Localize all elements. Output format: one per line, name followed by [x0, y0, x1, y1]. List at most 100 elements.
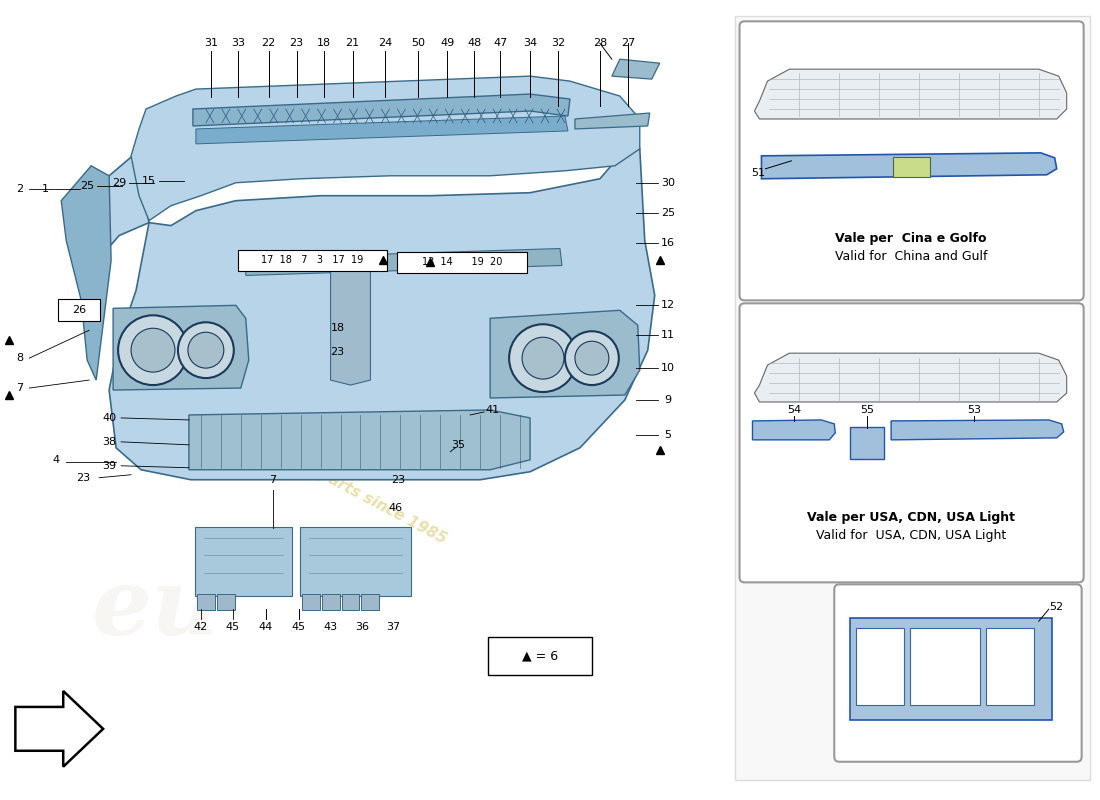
FancyBboxPatch shape — [986, 628, 1034, 705]
Text: 10: 10 — [661, 363, 674, 373]
Text: 1: 1 — [42, 184, 48, 194]
FancyBboxPatch shape — [58, 299, 100, 322]
Text: 11: 11 — [661, 330, 674, 340]
Polygon shape — [575, 113, 650, 129]
Text: 23: 23 — [76, 473, 90, 482]
FancyBboxPatch shape — [217, 594, 234, 610]
Text: 13  14      19  20: 13 14 19 20 — [422, 258, 503, 267]
Polygon shape — [131, 76, 640, 221]
Text: 15: 15 — [142, 176, 156, 186]
FancyBboxPatch shape — [397, 251, 527, 274]
Text: 39: 39 — [102, 461, 117, 470]
Text: 2: 2 — [15, 184, 23, 194]
Text: 42: 42 — [194, 622, 208, 632]
FancyBboxPatch shape — [850, 427, 884, 458]
Circle shape — [575, 342, 609, 375]
Text: 26: 26 — [73, 306, 86, 315]
Text: Valid for  USA, CDN, USA Light: Valid for USA, CDN, USA Light — [816, 529, 1007, 542]
Text: 8: 8 — [15, 353, 23, 363]
Polygon shape — [755, 69, 1067, 119]
Text: 12: 12 — [661, 300, 674, 310]
Text: 5: 5 — [664, 430, 671, 440]
Text: 23: 23 — [289, 38, 304, 48]
FancyBboxPatch shape — [238, 250, 387, 271]
Text: 46: 46 — [388, 502, 403, 513]
Text: Valid for  China and Gulf: Valid for China and Gulf — [835, 250, 988, 263]
Text: eu: eu — [91, 564, 220, 654]
Circle shape — [565, 331, 619, 385]
FancyBboxPatch shape — [362, 594, 380, 610]
FancyBboxPatch shape — [195, 526, 292, 596]
Text: 7: 7 — [15, 383, 23, 393]
FancyBboxPatch shape — [739, 303, 1084, 582]
Text: 23: 23 — [330, 347, 344, 357]
Text: 36: 36 — [355, 622, 370, 632]
Circle shape — [118, 315, 188, 385]
Polygon shape — [15, 691, 103, 766]
Text: 49: 49 — [440, 38, 454, 48]
Circle shape — [522, 338, 564, 379]
FancyBboxPatch shape — [488, 637, 592, 675]
Text: 54: 54 — [788, 405, 802, 415]
Text: 34: 34 — [522, 38, 537, 48]
FancyBboxPatch shape — [735, 16, 1090, 780]
Text: 18: 18 — [317, 38, 331, 48]
Text: 22: 22 — [262, 38, 276, 48]
Text: Vale per USA, CDN, USA Light: Vale per USA, CDN, USA Light — [807, 511, 1015, 524]
Polygon shape — [761, 153, 1057, 178]
Text: ▲ = 6: ▲ = 6 — [522, 650, 558, 662]
Polygon shape — [113, 306, 249, 390]
Text: 40: 40 — [102, 413, 117, 423]
Text: 41: 41 — [485, 405, 499, 415]
Polygon shape — [752, 420, 835, 440]
Text: 9: 9 — [664, 395, 671, 405]
Text: 25: 25 — [661, 208, 674, 218]
Polygon shape — [755, 353, 1067, 402]
Text: 30: 30 — [661, 178, 674, 188]
FancyBboxPatch shape — [910, 628, 980, 705]
Text: 55: 55 — [860, 405, 875, 415]
Text: 21: 21 — [345, 38, 360, 48]
Polygon shape — [196, 116, 568, 144]
Text: 18: 18 — [330, 323, 344, 334]
Polygon shape — [101, 149, 654, 480]
Text: 47: 47 — [493, 38, 507, 48]
Polygon shape — [612, 59, 660, 79]
Text: 33: 33 — [231, 38, 245, 48]
Text: 24: 24 — [378, 38, 393, 48]
Text: 51: 51 — [751, 168, 766, 178]
Text: 16: 16 — [661, 238, 674, 247]
Text: 4: 4 — [53, 454, 59, 465]
FancyBboxPatch shape — [856, 628, 904, 705]
Text: 48: 48 — [468, 38, 482, 48]
Text: 52: 52 — [1049, 602, 1064, 612]
Text: 27: 27 — [620, 38, 635, 48]
FancyBboxPatch shape — [197, 594, 215, 610]
FancyBboxPatch shape — [834, 584, 1081, 762]
Text: a passion for parts since 1985: a passion for parts since 1985 — [212, 412, 449, 547]
FancyBboxPatch shape — [739, 22, 1084, 300]
Text: 28: 28 — [593, 38, 607, 48]
Polygon shape — [891, 420, 1064, 440]
Polygon shape — [245, 249, 562, 275]
Text: 50: 50 — [411, 38, 426, 48]
FancyBboxPatch shape — [321, 594, 340, 610]
Polygon shape — [62, 166, 111, 380]
Text: 53: 53 — [967, 405, 981, 415]
FancyBboxPatch shape — [299, 526, 411, 596]
Text: 37: 37 — [386, 622, 400, 632]
Polygon shape — [491, 310, 640, 398]
Polygon shape — [189, 410, 530, 470]
Circle shape — [178, 322, 234, 378]
Circle shape — [188, 332, 223, 368]
FancyBboxPatch shape — [301, 594, 320, 610]
Polygon shape — [331, 266, 371, 385]
Text: 7: 7 — [270, 474, 276, 485]
FancyBboxPatch shape — [341, 594, 360, 610]
FancyBboxPatch shape — [850, 618, 1052, 720]
Text: 31: 31 — [204, 38, 218, 48]
Circle shape — [131, 328, 175, 372]
Text: 35: 35 — [451, 440, 465, 450]
Text: 17  18   7   3   17  19: 17 18 7 3 17 19 — [262, 255, 364, 266]
Circle shape — [509, 324, 576, 392]
